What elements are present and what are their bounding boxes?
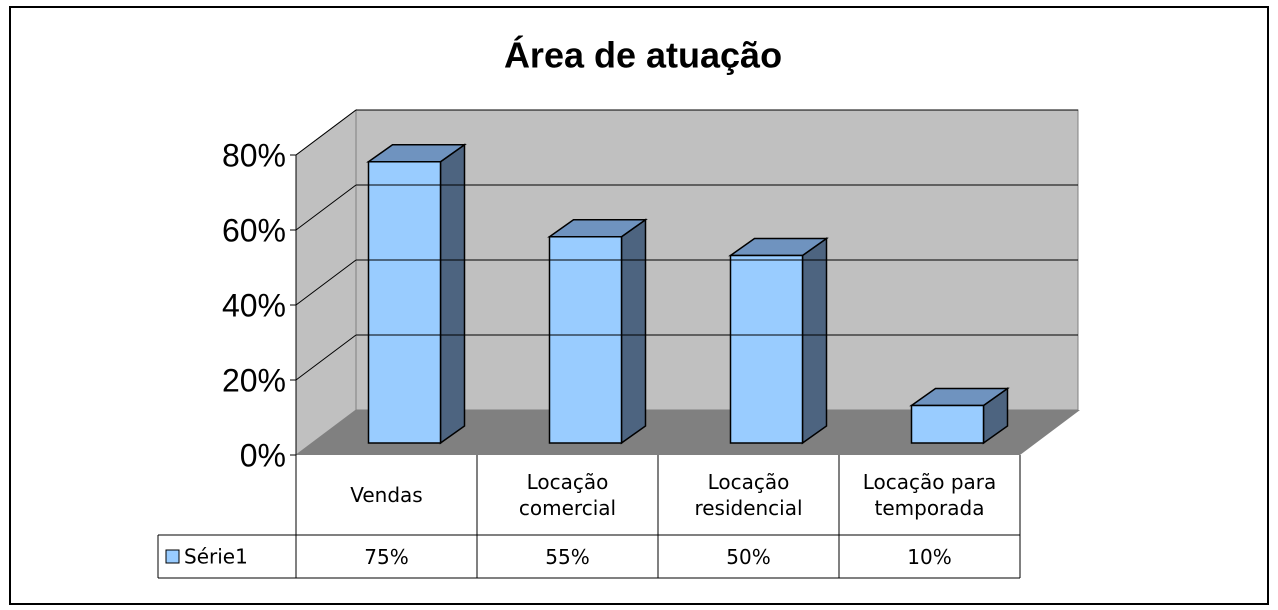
y-tick-label: 20% — [222, 362, 286, 398]
value-label: 10% — [907, 544, 952, 569]
category-label-box: Locação comercial — [518, 470, 617, 520]
grid-line-side — [295, 109, 357, 156]
category-label-box: Vendas — [350, 483, 423, 507]
grid-line-side — [295, 334, 357, 381]
grid-line-side — [295, 184, 357, 231]
category-label: Locação para temporada — [862, 470, 997, 520]
bar — [367, 161, 442, 444]
value-label-box: 75% — [364, 544, 409, 569]
y-tick-label: 0% — [240, 437, 286, 473]
value-label-box: 55% — [545, 544, 590, 569]
value-label: 55% — [545, 544, 590, 569]
bar-side — [439, 143, 466, 445]
bar — [729, 254, 804, 444]
bar — [910, 404, 985, 444]
grid-line-side — [295, 259, 357, 306]
legend-swatch — [165, 549, 180, 564]
category-label: Locação comercial — [518, 470, 617, 520]
category-label-box: Locação para temporada — [862, 470, 997, 520]
bar — [548, 236, 623, 444]
category-label: Vendas — [350, 483, 423, 507]
floor — [296, 410, 1080, 455]
y-tick-label: 60% — [222, 212, 286, 248]
legend-label: Série1 — [184, 545, 248, 569]
bar-side — [801, 237, 828, 445]
chart-title: Área de atuação — [504, 35, 782, 76]
value-label: 75% — [364, 544, 409, 569]
y-tick-label: 80% — [222, 137, 286, 173]
value-label-box: 10% — [907, 544, 952, 569]
value-label-box: 50% — [726, 544, 771, 569]
category-label-box: Locação residencial — [694, 470, 803, 520]
category-label: Locação residencial — [694, 470, 803, 520]
y-tick-label: 40% — [222, 287, 286, 323]
bar-side — [620, 218, 647, 445]
value-label: 50% — [726, 544, 771, 569]
